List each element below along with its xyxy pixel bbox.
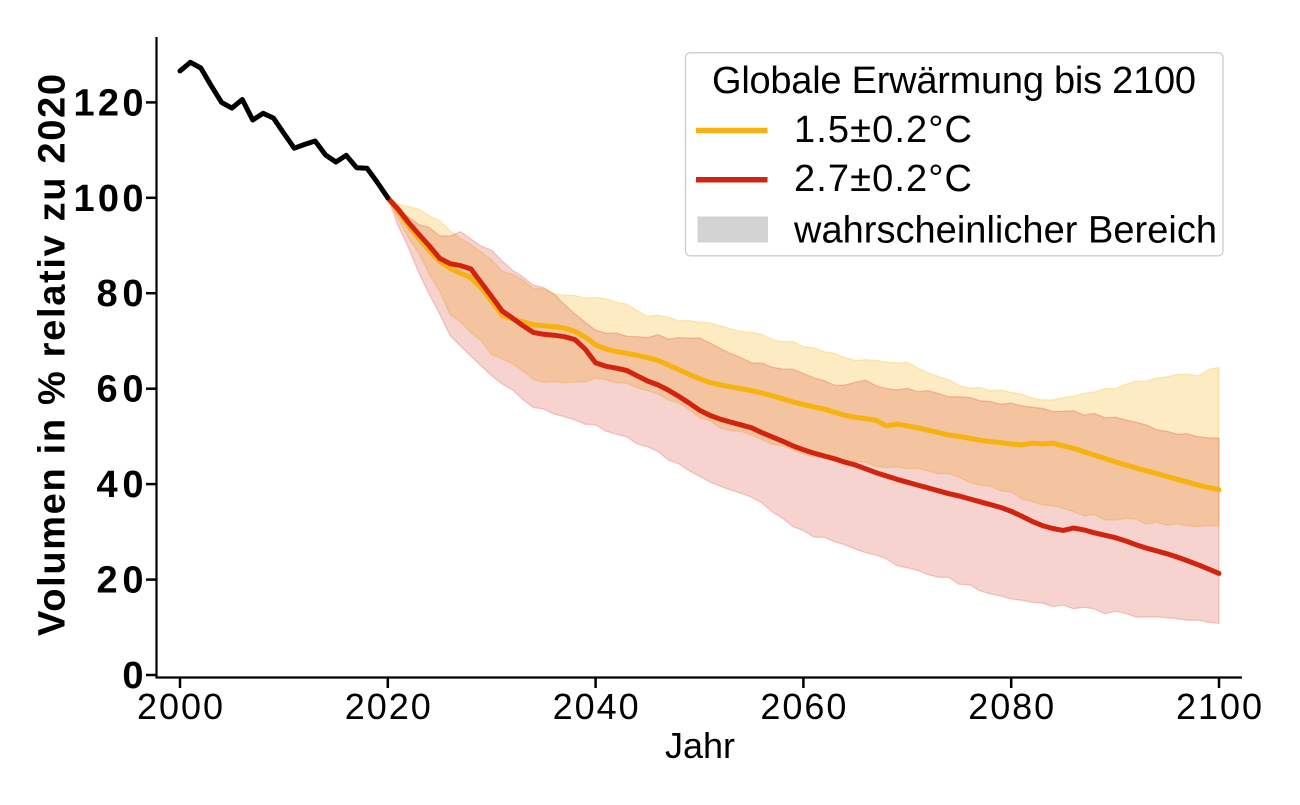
svg-text:120: 120 bbox=[74, 82, 144, 124]
svg-text:Jahr: Jahr bbox=[665, 725, 735, 766]
svg-text:wahrscheinlicher Bereich: wahrscheinlicher Bereich bbox=[793, 209, 1217, 251]
svg-text:Volumen in % relativ zu 2020: Volumen in % relativ zu 2020 bbox=[32, 74, 74, 636]
svg-text:100: 100 bbox=[74, 178, 144, 220]
svg-text:2000: 2000 bbox=[137, 686, 223, 727]
svg-text:2100: 2100 bbox=[1176, 686, 1262, 727]
svg-text:2080: 2080 bbox=[968, 686, 1054, 727]
svg-text:2020: 2020 bbox=[345, 686, 431, 727]
svg-text:0: 0 bbox=[122, 655, 143, 697]
svg-text:1.5±0.2°C: 1.5±0.2°C bbox=[794, 109, 972, 151]
svg-text:Globale Erwärmung bis 2100: Globale Erwärmung bis 2100 bbox=[712, 60, 1196, 102]
svg-text:2040: 2040 bbox=[553, 686, 639, 727]
svg-text:2060: 2060 bbox=[760, 686, 846, 727]
svg-text:2.7±0.2°C: 2.7±0.2°C bbox=[794, 158, 972, 200]
